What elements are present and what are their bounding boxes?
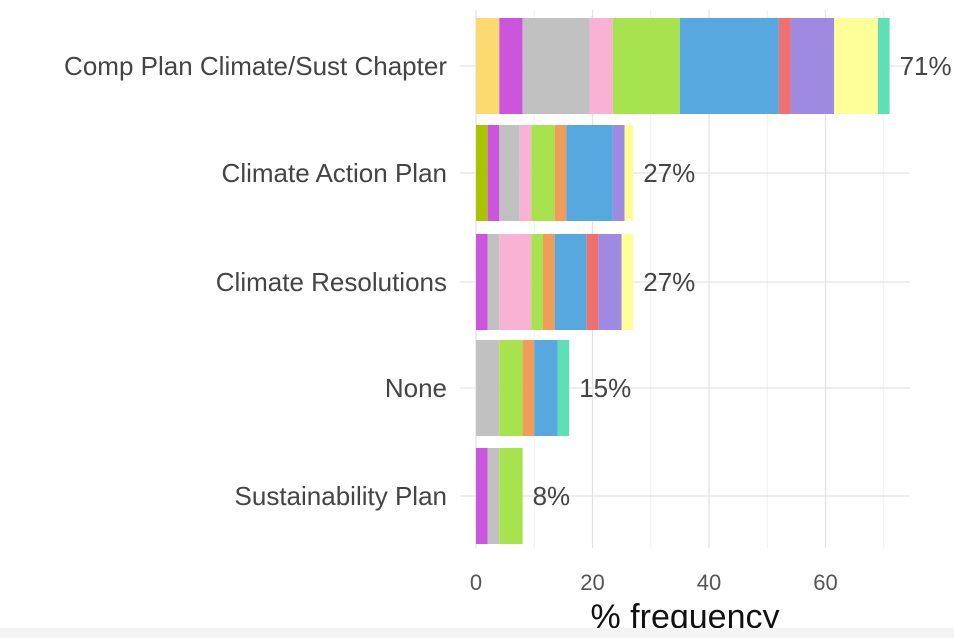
category-label: Sustainability Plan <box>235 481 447 511</box>
bar-segment <box>487 448 500 544</box>
value-label: 27% <box>643 267 695 297</box>
bar-segment <box>557 340 570 436</box>
bottom-strip <box>0 628 954 638</box>
bar-segment <box>531 234 543 330</box>
bar-segment <box>624 125 634 221</box>
bar-segment <box>598 234 622 330</box>
bar-group <box>476 234 634 330</box>
bar-segment <box>531 125 555 221</box>
bar-segment <box>499 18 523 114</box>
labels: Comp Plan Climate/Sust Chapter 71% Climate… <box>64 51 952 595</box>
bars <box>476 18 890 544</box>
bar-segment <box>499 448 523 544</box>
bar-segment <box>542 234 555 330</box>
bar-segment <box>476 234 488 330</box>
bar-segment <box>476 125 488 221</box>
value-label: 27% <box>643 158 695 188</box>
x-tick-label: 40 <box>697 570 721 595</box>
bar-segment <box>778 18 791 114</box>
x-tick-label: 20 <box>580 570 604 595</box>
category-label: Comp Plan Climate/Sust Chapter <box>64 51 447 81</box>
x-tick-label: 0 <box>470 570 482 595</box>
bar-group <box>476 340 570 436</box>
bar-segment <box>487 125 500 221</box>
bar-segment <box>499 234 532 330</box>
bar-group <box>476 448 523 544</box>
bar-group <box>476 125 634 221</box>
category-label: None <box>385 373 447 403</box>
bar-segment <box>499 125 520 221</box>
bar-segment <box>877 18 890 114</box>
bar-segment <box>679 18 779 114</box>
value-label: 15% <box>579 373 631 403</box>
bar-group <box>476 18 890 114</box>
bar-segment <box>554 125 567 221</box>
bar-segment <box>612 18 680 114</box>
bar-segment <box>554 234 587 330</box>
value-label: 71% <box>900 51 952 81</box>
bar-segment <box>834 18 878 114</box>
bar-segment <box>476 18 500 114</box>
bar-segment <box>487 234 500 330</box>
category-label: Climate Action Plan <box>222 158 447 188</box>
bar-segment <box>522 340 535 436</box>
bar-segment <box>621 234 634 330</box>
x-tick-label: 60 <box>813 570 837 595</box>
bar-segment <box>476 448 488 544</box>
bar-segment <box>534 340 558 436</box>
bar-segment <box>476 340 500 436</box>
bar-segment <box>586 234 599 330</box>
bar-segment <box>589 18 613 114</box>
category-label: Climate Resolutions <box>216 267 447 297</box>
bar-segment <box>790 18 835 114</box>
bar-segment <box>566 125 613 221</box>
bar-segment <box>499 340 523 436</box>
bar-segment <box>519 125 532 221</box>
bar-segment <box>522 18 590 114</box>
bar-segment <box>612 125 625 221</box>
value-label: 8% <box>533 481 571 511</box>
